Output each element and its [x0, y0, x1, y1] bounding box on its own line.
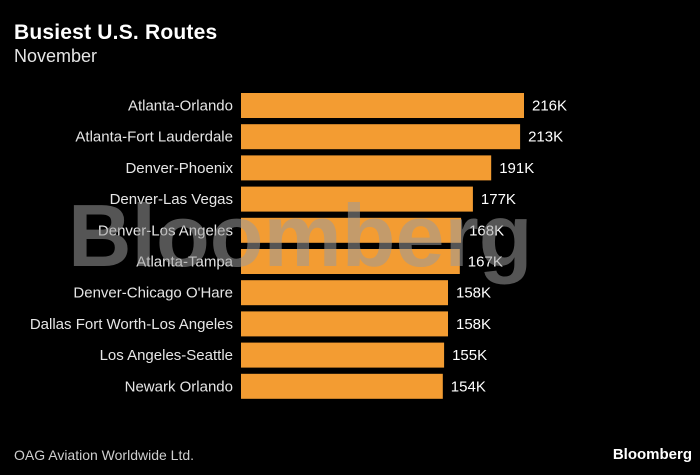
- chart-subtitle: November: [14, 46, 98, 66]
- bar-3: [241, 155, 492, 181]
- category-label: Newark Orlando: [125, 378, 233, 395]
- category-label: Denver-Chicago O'Hare: [73, 285, 233, 302]
- value-label: 216K: [532, 98, 567, 115]
- bar-10: [241, 373, 443, 399]
- bar-2: [241, 124, 521, 150]
- value-label: 158K: [456, 316, 491, 333]
- value-label: 191K: [499, 160, 534, 177]
- category-label: Dallas Fort Worth-Los Angeles: [30, 316, 233, 333]
- category-label: Los Angeles-Seattle: [100, 347, 233, 364]
- value-label: 167K: [468, 254, 503, 271]
- value-label: 213K: [528, 129, 563, 146]
- category-label: Denver-Phoenix: [125, 160, 233, 177]
- bar-4: [241, 186, 473, 212]
- value-label: 177K: [481, 191, 516, 208]
- bar-5: [241, 217, 462, 243]
- value-label: 158K: [456, 285, 491, 302]
- value-label: 155K: [452, 347, 487, 364]
- bloomberg-watermark: Bloomberg: [68, 186, 532, 285]
- labels-layer: Atlanta-Orlando 216K Atlanta-Fort Lauderda…: [30, 98, 567, 396]
- category-label: Atlanta-Tampa: [136, 254, 233, 271]
- category-label: Atlanta-Orlando: [128, 98, 233, 115]
- category-label: Denver-Los Angeles: [98, 222, 233, 239]
- value-label: 168K: [469, 222, 504, 239]
- bar-7: [241, 280, 448, 306]
- category-label: Denver-Las Vegas: [110, 191, 233, 208]
- bar-8: [241, 311, 448, 337]
- category-label: Atlanta-Fort Lauderdale: [75, 129, 233, 146]
- chart-title: Busiest U.S. Routes: [14, 21, 218, 44]
- bloomberg-logo: Bloomberg: [612, 446, 692, 463]
- bars-layer: [241, 93, 524, 399]
- bar-6: [241, 249, 460, 274]
- bar-1: [241, 93, 524, 118]
- source-note: OAG Aviation Worldwide Ltd.: [14, 447, 195, 463]
- value-label: 154K: [451, 378, 486, 395]
- bar-9: [241, 342, 445, 368]
